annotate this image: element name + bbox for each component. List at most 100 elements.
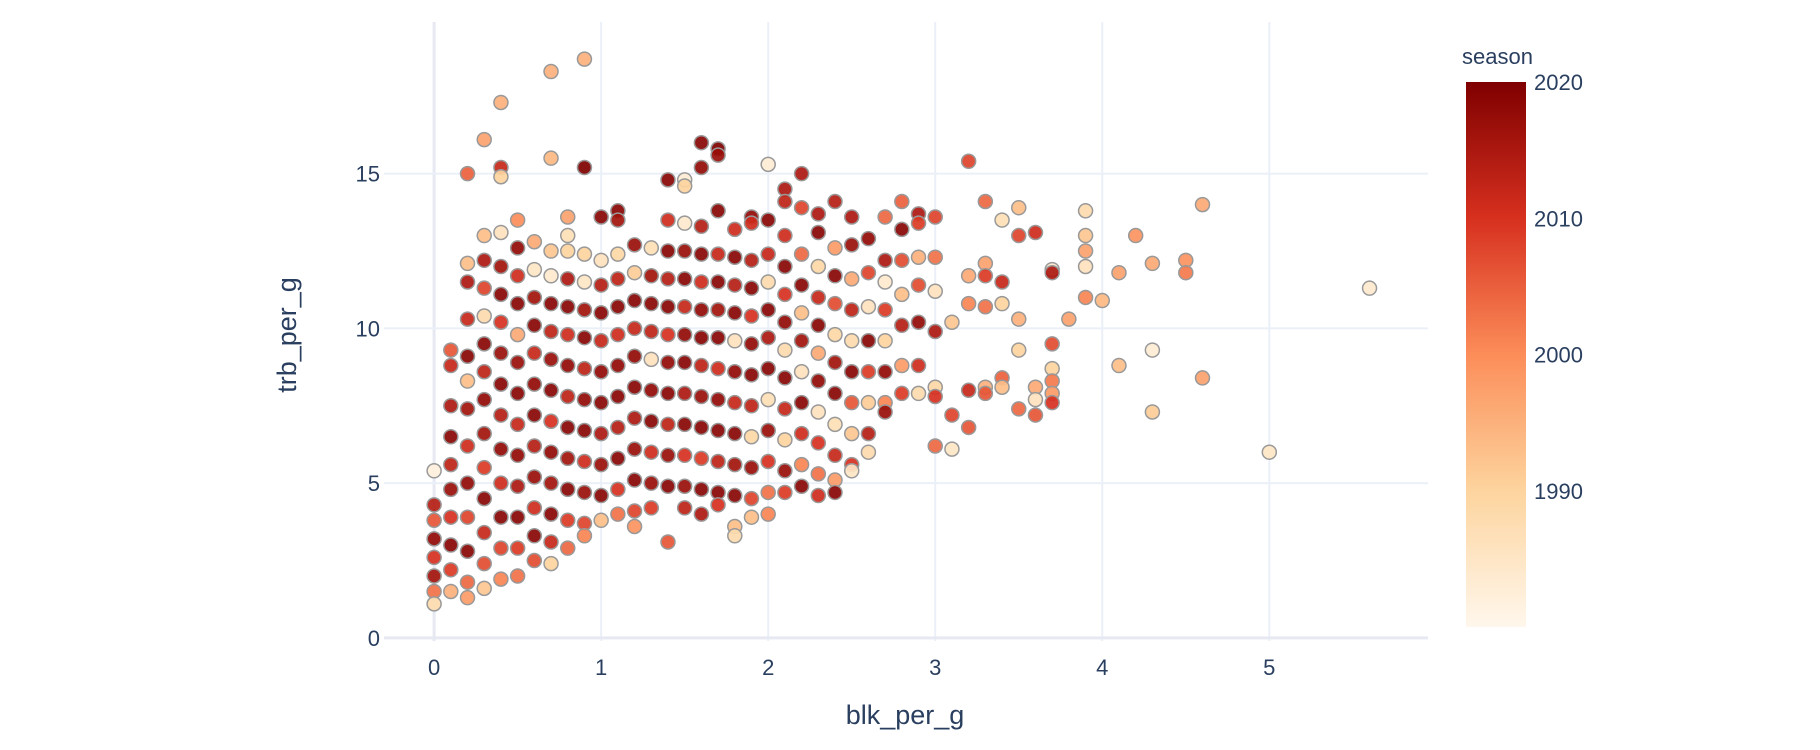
data-point (543, 382, 559, 399)
data-point (610, 419, 626, 436)
data-point (1027, 391, 1044, 408)
data-point (660, 447, 676, 464)
data-point (643, 351, 660, 368)
data-point (543, 63, 559, 80)
data-point (777, 401, 793, 417)
data-point (793, 165, 810, 182)
data-point (509, 212, 526, 228)
data-point (910, 357, 927, 374)
data-point (760, 274, 776, 290)
data-point (610, 326, 626, 343)
data-points (426, 51, 1378, 612)
data-point (576, 528, 593, 544)
data-point (476, 131, 492, 148)
data-point (676, 178, 693, 194)
data-point (760, 422, 776, 439)
data-point (559, 512, 576, 529)
data-point (509, 354, 526, 371)
data-point (660, 212, 676, 228)
data-point (894, 317, 910, 334)
data-point (576, 484, 593, 501)
data-point (426, 512, 442, 529)
data-point (660, 172, 676, 188)
data-point (443, 583, 459, 600)
data-point (910, 249, 927, 265)
data-point (827, 416, 843, 433)
data-point (660, 298, 676, 315)
data-point (1077, 203, 1094, 219)
data-point (710, 391, 726, 408)
data-point (493, 441, 509, 457)
data-point (927, 438, 943, 454)
data-point (827, 240, 843, 256)
data-point (743, 367, 760, 383)
colorbar-title: season (1462, 44, 1533, 69)
data-point (476, 490, 492, 507)
data-point (476, 555, 492, 572)
data-point (960, 382, 977, 399)
data-point (476, 252, 492, 269)
data-point (693, 450, 710, 467)
data-point (459, 401, 476, 417)
data-point (710, 147, 726, 163)
data-point (1011, 342, 1027, 358)
data-point (676, 271, 693, 287)
data-point (827, 385, 843, 402)
data-point (693, 506, 710, 522)
data-point (593, 252, 609, 269)
data-point (610, 388, 626, 405)
data-point (493, 540, 509, 556)
data-point (576, 274, 593, 290)
data-point (443, 509, 459, 525)
data-point (626, 348, 643, 365)
data-point (626, 320, 643, 337)
data-point (576, 453, 593, 470)
data-point (493, 345, 509, 361)
data-point (860, 425, 877, 442)
data-point (1027, 407, 1044, 423)
data-point (476, 227, 492, 244)
data-point (643, 382, 660, 399)
data-point (676, 215, 693, 231)
data-point (559, 450, 576, 467)
data-point (509, 509, 526, 525)
data-point (693, 274, 710, 290)
data-point (793, 394, 810, 411)
data-point (777, 258, 793, 275)
data-point (476, 363, 492, 380)
data-point (693, 357, 710, 374)
data-point (526, 552, 543, 569)
data-point (827, 484, 843, 501)
data-point (610, 271, 626, 287)
data-point (727, 394, 743, 411)
data-point (426, 596, 442, 612)
data-point (643, 500, 660, 516)
data-point (860, 444, 877, 460)
data-point (927, 209, 943, 225)
data-point (559, 209, 576, 225)
data-point (743, 509, 760, 525)
data-point (877, 274, 893, 290)
data-point (693, 159, 710, 176)
y-axis-title: trb_per_g (272, 277, 302, 393)
data-point (693, 218, 710, 235)
data-point (827, 326, 843, 343)
data-point (593, 333, 609, 349)
data-point (1077, 258, 1094, 275)
x-tick-label: 2 (762, 655, 774, 680)
data-point (960, 295, 977, 312)
data-point (593, 305, 609, 321)
data-point (610, 212, 626, 228)
data-point (977, 385, 994, 402)
data-point (660, 326, 676, 343)
data-point (626, 472, 643, 488)
data-point (660, 534, 676, 550)
data-point (910, 277, 927, 293)
data-point (593, 487, 609, 504)
data-point (610, 506, 626, 522)
x-tick-label: 4 (1096, 655, 1108, 680)
data-point (643, 444, 660, 460)
data-point (860, 333, 877, 349)
data-point (977, 193, 994, 210)
